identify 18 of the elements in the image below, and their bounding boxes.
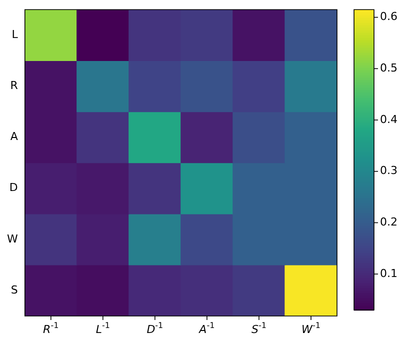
color-bar-label: 0.3 [380, 164, 398, 178]
x-tick-label: L$^{-1}$ [96, 321, 110, 336]
x-tick-label: A$^{-1}$ [199, 321, 215, 336]
color-bar-label: 0.6 [380, 10, 398, 24]
x-tick-label: S$^{-1}$ [251, 321, 266, 336]
color-bar-label: 0.5 [380, 62, 398, 75]
y-tick-label: S [10, 283, 18, 296]
color-bar-label: 0.4 [380, 112, 398, 126]
y-tick-label: A [10, 130, 18, 144]
y-tick-label: W [6, 232, 18, 246]
y-tick-label: D [9, 181, 18, 194]
y-tick-label: L [12, 28, 19, 41]
y-tick-label: R [10, 79, 18, 92]
x-tick-label: R$^{-1}$ [43, 321, 59, 336]
x-tick-label: D$^{-1}$ [146, 321, 164, 336]
color-bar-label: 0.2 [380, 216, 398, 229]
color-bar-label: 0.1 [380, 266, 398, 280]
x-tick-label: W$^{-1}$ [302, 321, 320, 336]
